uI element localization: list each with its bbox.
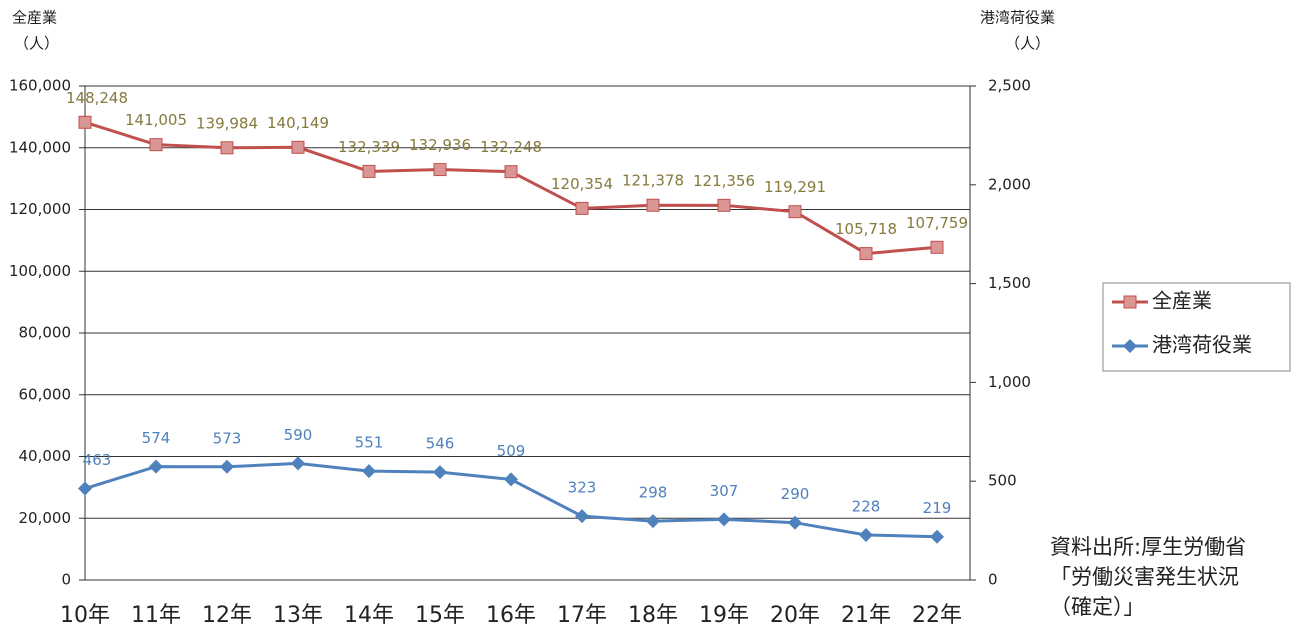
- marker: [362, 164, 376, 178]
- y2-axis-unit: （人）: [1005, 35, 1050, 53]
- marker: [78, 481, 92, 496]
- marker: [930, 240, 944, 254]
- marker: [149, 459, 163, 474]
- x-tick-label: 21年: [841, 603, 891, 628]
- marker: [575, 509, 589, 524]
- x-tick-label: 22年: [912, 603, 962, 628]
- data-label: 323: [568, 479, 597, 497]
- y-tick-label: 80,000: [19, 324, 72, 342]
- data-label: 509: [497, 442, 526, 460]
- x-tick-label: 20年: [770, 603, 820, 628]
- marker: [291, 456, 305, 471]
- x-tick-label: 12年: [202, 603, 252, 628]
- marker: [220, 459, 234, 474]
- marker: [859, 527, 873, 542]
- x-tick-label: 11年: [131, 603, 181, 628]
- y-axis-title: 全産業: [12, 9, 57, 27]
- data-label: 298: [639, 484, 668, 502]
- data-label: 228: [852, 497, 881, 515]
- y2-tick-label: 0: [988, 571, 998, 589]
- y2-tick-label: 2,000: [988, 175, 1031, 193]
- y-tick-label: 0: [61, 571, 71, 589]
- data-label: 107,759: [906, 214, 968, 232]
- data-label: 574: [142, 429, 171, 447]
- marker: [788, 515, 802, 530]
- y2-tick-label: 2,500: [988, 77, 1031, 95]
- data-label: 546: [426, 435, 455, 453]
- source-note: 資料出所:厚生労働省: [1050, 535, 1246, 559]
- data-label: 140,149: [267, 114, 329, 132]
- data-label: 132,936: [409, 136, 471, 154]
- data-label: 119,291: [764, 178, 826, 196]
- data-label: 132,248: [480, 138, 542, 156]
- marker: [1123, 339, 1137, 353]
- data-label: 463: [83, 451, 112, 469]
- marker: [646, 514, 660, 529]
- marker: [149, 138, 163, 152]
- marker: [1123, 295, 1137, 309]
- data-label: 121,356: [693, 172, 755, 190]
- marker: [646, 198, 660, 212]
- data-label: 121,378: [622, 172, 684, 190]
- source-note: （確定）」: [1050, 595, 1145, 619]
- marker: [291, 140, 305, 154]
- x-tick-label: 19年: [699, 603, 749, 628]
- marker: [504, 472, 518, 487]
- y-tick-label: 120,000: [9, 200, 71, 218]
- y2-tick-label: 1,500: [988, 274, 1031, 292]
- data-label: 132,339: [338, 138, 400, 156]
- data-label: 219: [923, 499, 952, 517]
- x-tick-label: 15年: [415, 603, 465, 628]
- data-label: 105,718: [835, 220, 897, 238]
- x-tick-label: 17年: [557, 603, 607, 628]
- data-label: 290: [781, 485, 810, 503]
- y2-tick-label: 500: [988, 472, 1017, 490]
- data-label: 573: [213, 429, 242, 447]
- x-tick-label: 14年: [344, 603, 394, 628]
- marker: [859, 247, 873, 261]
- x-tick-label: 10年: [60, 603, 110, 628]
- data-label: 141,005: [125, 111, 187, 129]
- marker: [78, 115, 92, 129]
- marker: [362, 464, 376, 479]
- data-label: 590: [284, 426, 313, 444]
- y2-tick-label: 1,000: [988, 373, 1031, 391]
- source-note: 「労働災害発生状況: [1050, 565, 1239, 589]
- marker: [220, 141, 234, 155]
- y-axis-unit: （人）: [14, 35, 59, 53]
- marker: [504, 165, 518, 179]
- marker: [788, 205, 802, 219]
- marker: [575, 201, 589, 215]
- marker: [717, 198, 731, 212]
- y-tick-label: 160,000: [9, 77, 71, 95]
- y-tick-label: 40,000: [19, 447, 72, 465]
- x-tick-label: 13年: [273, 603, 323, 628]
- marker: [433, 163, 447, 177]
- marker: [433, 465, 447, 480]
- data-label: 148,248: [66, 89, 128, 107]
- y-tick-label: 140,000: [9, 138, 71, 156]
- data-label: 120,354: [551, 175, 613, 193]
- y-tick-label: 60,000: [19, 385, 72, 403]
- legend-label: 港湾荷役業: [1152, 333, 1252, 357]
- x-tick-label: 18年: [628, 603, 678, 628]
- y2-axis-title: 港湾荷役業: [980, 9, 1055, 27]
- data-label: 307: [710, 482, 739, 500]
- y-tick-label: 100,000: [9, 262, 71, 280]
- data-label: 139,984: [196, 114, 258, 132]
- marker: [930, 529, 944, 544]
- marker: [717, 512, 731, 527]
- x-tick-label: 16年: [486, 603, 536, 628]
- legend-label: 全産業: [1152, 289, 1212, 313]
- data-label: 551: [355, 434, 384, 452]
- y-tick-label: 20,000: [19, 509, 72, 527]
